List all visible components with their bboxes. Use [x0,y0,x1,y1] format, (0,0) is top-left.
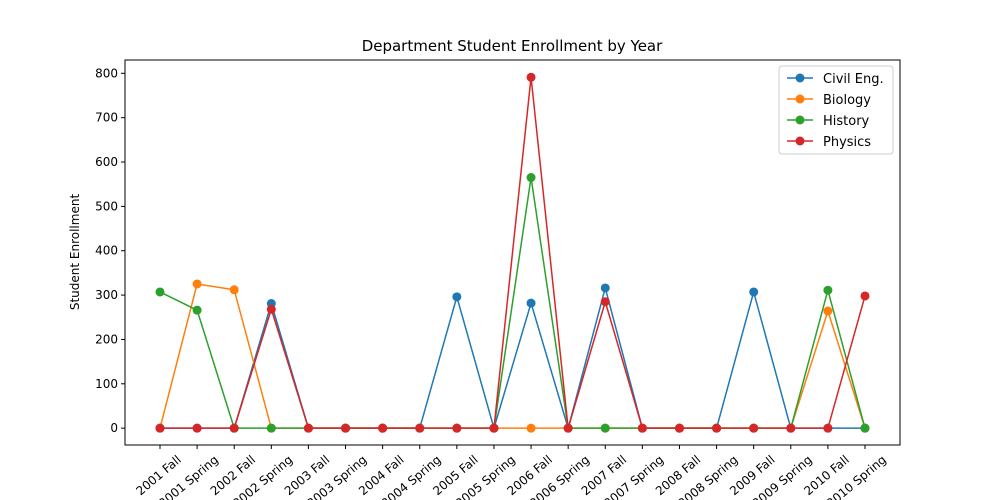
data-point [192,279,202,289]
data-point [452,292,462,302]
legend-marker [795,73,805,83]
data-point [341,423,351,433]
y-tick-label: 600 [95,155,118,169]
plot-frame [124,59,901,446]
data-point [526,72,536,82]
chart-title: Department Student Enrollment by Year [362,37,663,55]
y-tick-label: 800 [95,66,118,80]
legend-item: Biology [787,93,871,108]
data-point [155,423,165,433]
data-point [823,423,833,433]
legend-label: Physics [823,135,871,150]
data-point [303,423,313,433]
y-axis-label: Student Enrollment [68,194,82,311]
legend-marker [795,94,805,104]
data-point [823,306,833,316]
y-tick-label: 500 [95,199,118,213]
data-point [600,423,610,433]
legend-marker [795,136,805,146]
legend-label: Civil Eng. [823,72,884,87]
data-point [192,423,202,433]
legend-item: Civil Eng. [787,72,884,87]
data-point [823,285,833,295]
data-point [749,423,759,433]
data-point [674,423,684,433]
data-point [192,305,202,315]
y-tick-label: 400 [95,244,118,258]
legend-marker [795,115,805,125]
legend-item: History [787,114,870,129]
y-axis-ticks: 0 100 200 300 400 500 600 700 800 [95,66,125,435]
legend: Civil Eng. Biology History Physics [778,65,894,155]
series-layer [155,72,870,433]
data-point [526,173,536,183]
y-tick-label: 200 [95,332,118,346]
data-point [712,423,722,433]
data-point [155,287,165,297]
data-point [600,297,610,307]
data-point [526,298,536,308]
data-point [563,423,573,433]
data-point [378,423,388,433]
legend-label: Biology [823,93,871,108]
data-point [229,285,239,295]
data-point [786,423,796,433]
data-point [860,291,870,301]
y-tick-label: 0 [110,421,118,435]
y-tick-label: 300 [95,288,118,302]
y-tick-label: 700 [95,111,118,125]
plot-border [124,59,901,446]
series-physics [155,72,870,433]
data-point [266,423,276,433]
data-point [415,423,425,433]
data-point [452,423,462,433]
data-point [266,304,276,314]
series-line [159,176,866,429]
y-tick-label: 100 [95,377,118,391]
data-point [637,423,647,433]
data-point [229,423,239,433]
series-line [160,76,866,429]
legend-label: History [823,114,870,129]
data-point [749,287,759,297]
data-point [489,423,499,433]
series-line [160,287,865,429]
data-point [526,423,536,433]
data-point [600,283,610,293]
legend-item: Physics [787,135,871,150]
legend-box [778,65,894,155]
data-point [860,423,870,433]
